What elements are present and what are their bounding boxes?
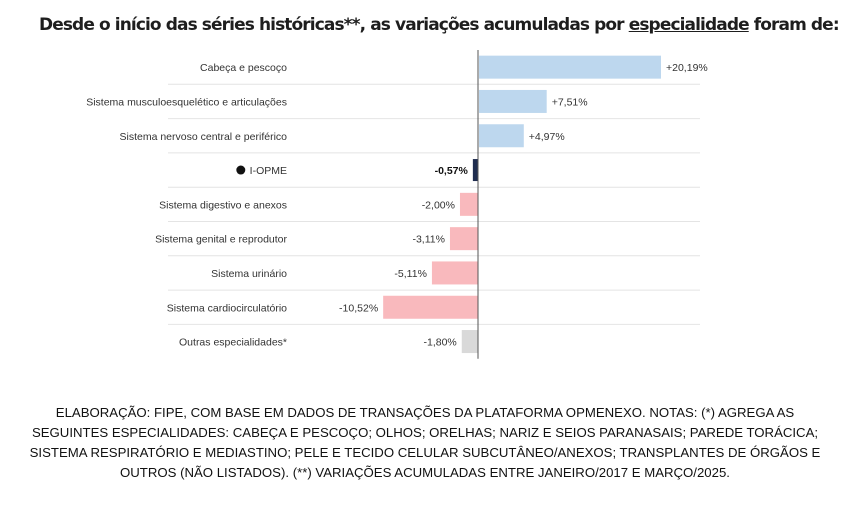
bar-chart: Cabeça e pescoço +20,19% Sistema musculoes… xyxy=(86,50,708,359)
chart-title: Desde o início das séries históricas**, … xyxy=(39,15,840,35)
category-label-sistema-nervoso-central-e-periferico: Sistema nervoso central e periférico xyxy=(120,131,288,143)
value-label-sistema-digestivo-e-anexos: -2,00% xyxy=(422,199,455,211)
value-label-outras-especialidades: -1,80% xyxy=(423,337,456,349)
category-label-i-opme: I-OPME xyxy=(250,165,287,177)
value-label-sistema-musculoesqueletico-e-articulacoes: +7,51% xyxy=(552,96,588,108)
value-label-sistema-nervoso-central-e-periferico: +4,97% xyxy=(529,131,565,143)
bar-sistema-musculoesqueletico-e-articulacoes xyxy=(479,89,547,113)
category-label-sistema-urinario: Sistema urinário xyxy=(211,268,287,280)
value-label-i-opme: -0,57% xyxy=(435,165,469,177)
title-underlined-word: especialidade xyxy=(628,15,750,35)
category-label-sistema-cardiocirculatorio: Sistema cardiocirculatório xyxy=(167,302,287,314)
bar-cabeca-e-pescoco xyxy=(479,55,661,79)
bar-sistema-digestivo-e-anexos xyxy=(459,192,478,216)
bar-outras-especialidades xyxy=(461,330,478,354)
category-label-cabeca-e-pescoco: Cabeça e pescoço xyxy=(200,62,287,74)
category-label-outras-especialidades: Outras especialidades* xyxy=(179,337,287,349)
value-label-sistema-cardiocirculatorio: -10,52% xyxy=(339,302,378,314)
bar-sistema-genital-e-reprodutor xyxy=(449,227,478,251)
category-label-sistema-genital-e-reprodutor: Sistema genital e reprodutor xyxy=(155,234,287,246)
source-footnote: ELABORAÇÃO: FIPE, COM BASE EM DADOS DE T… xyxy=(29,405,821,480)
bar-sistema-urinario xyxy=(431,261,478,285)
bar-i-opme xyxy=(472,159,478,182)
title-suffix: foram de: xyxy=(748,15,840,35)
value-label-sistema-genital-e-reprodutor: -3,11% xyxy=(412,234,445,246)
value-label-cabeca-e-pescoco: +20,19% xyxy=(666,62,708,74)
bar-sistema-cardiocirculatorio xyxy=(383,295,478,319)
value-label-sistema-urinario: -5,11% xyxy=(394,268,427,280)
category-label-sistema-musculoesqueletico-e-articulacoes: Sistema musculoesquelético e articulaçõe… xyxy=(86,96,287,108)
title-prefix: Desde o início das séries históricas**, … xyxy=(39,15,629,35)
highlight-marker-icon xyxy=(236,165,246,175)
bar-sistema-nervoso-central-e-periferico xyxy=(479,124,524,148)
category-label-sistema-digestivo-e-anexos: Sistema digestivo e anexos xyxy=(159,199,287,211)
